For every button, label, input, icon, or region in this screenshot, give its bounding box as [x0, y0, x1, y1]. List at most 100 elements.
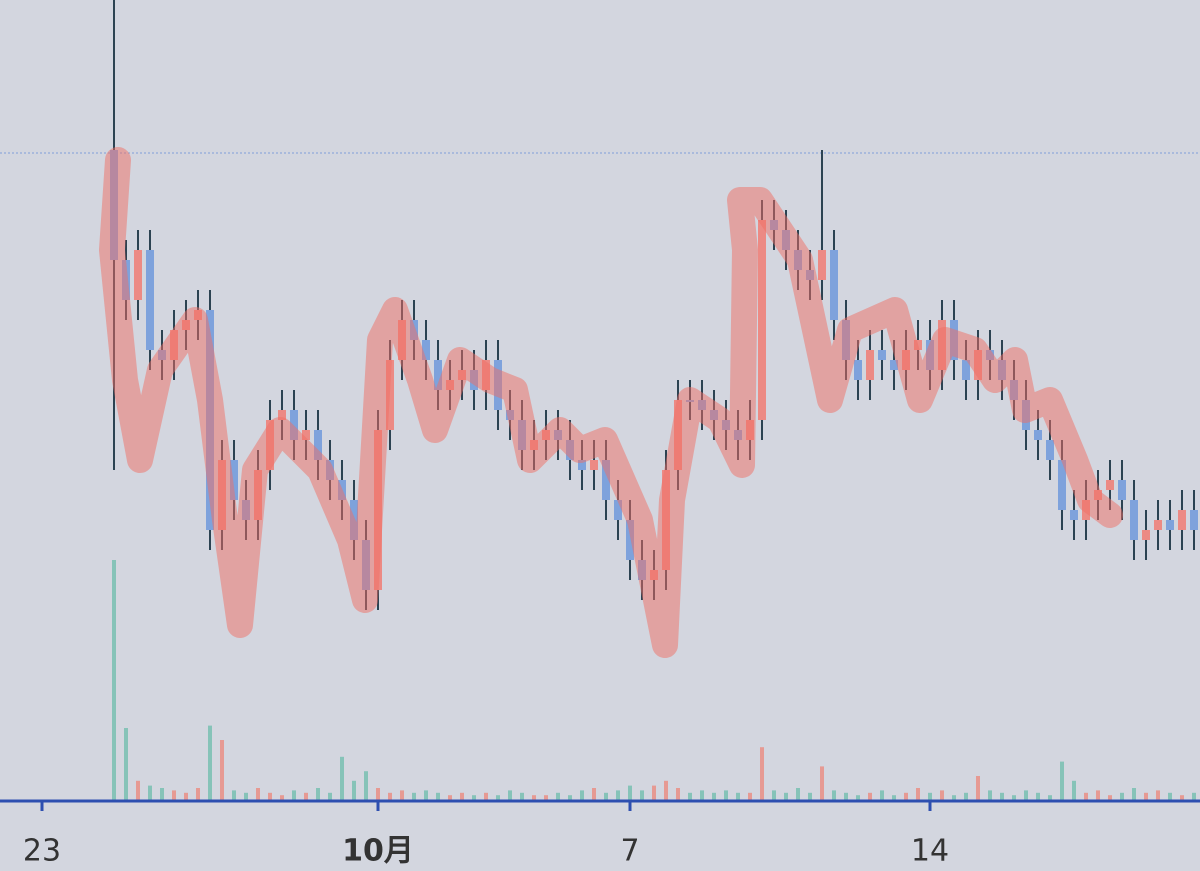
volume-bar	[1084, 792, 1088, 800]
volume-bar	[484, 792, 488, 800]
volume-bar	[892, 795, 896, 800]
volume-bar	[664, 780, 668, 800]
candle-body	[602, 460, 610, 500]
volume-bar	[460, 792, 464, 800]
volume-bar	[1024, 790, 1028, 800]
candle-body	[818, 250, 826, 280]
volume-bar	[976, 776, 980, 800]
candle-body	[1130, 500, 1138, 540]
candle-body	[1058, 460, 1066, 510]
volume-bar	[736, 792, 740, 800]
candle-body	[878, 350, 886, 360]
candle-body	[1106, 480, 1114, 490]
volume-bar	[592, 788, 596, 800]
volume-bar	[724, 790, 728, 800]
volume-bar	[508, 790, 512, 800]
volume-bar	[604, 792, 608, 800]
candle-body	[1046, 440, 1054, 460]
volume-bar	[916, 788, 920, 800]
volume-bar	[928, 792, 932, 800]
volume-bar	[376, 788, 380, 800]
candle-body	[1034, 430, 1042, 440]
volume-bar	[1096, 790, 1100, 800]
candle-body	[1154, 520, 1162, 530]
volume-bar	[568, 795, 572, 800]
volume-bar	[880, 790, 884, 800]
volume-bar	[520, 792, 524, 800]
candle-body	[314, 430, 322, 460]
candle-body	[302, 430, 310, 440]
volume-bar	[532, 795, 536, 800]
volume-bar	[1000, 792, 1004, 800]
volume-bar	[964, 792, 968, 800]
volume-bar	[952, 795, 956, 800]
volume-bar	[256, 788, 260, 800]
candle-body	[230, 460, 238, 500]
volume-bar	[988, 790, 992, 800]
volume-bar	[544, 795, 548, 800]
volume-bar	[496, 795, 500, 800]
volume-bar	[904, 792, 908, 800]
candle-body	[1190, 510, 1198, 530]
volume-bar	[748, 792, 752, 800]
volume-bar	[424, 790, 428, 800]
volume-bar	[268, 792, 272, 800]
candle-body	[1070, 510, 1078, 520]
volume-bar	[1048, 795, 1052, 800]
axis-layer: 23 10月 7 14	[23, 801, 949, 869]
volume-bar	[760, 747, 764, 800]
volume-bar	[112, 560, 116, 800]
volume-bar	[1036, 792, 1040, 800]
volume-bar	[412, 792, 416, 800]
volume-bar	[1132, 788, 1136, 800]
candle-body	[434, 360, 442, 390]
volume-bar	[1060, 761, 1064, 800]
highlight-stroke	[99, 147, 1123, 658]
volume-bar	[616, 790, 620, 800]
volume-bar	[700, 790, 704, 800]
x-tick-label: 23	[23, 834, 61, 869]
volume-bar	[1180, 795, 1184, 800]
candle-body	[854, 360, 862, 380]
volume-bar	[796, 788, 800, 800]
volume-bar	[688, 792, 692, 800]
candle-body	[590, 460, 598, 470]
candle-body	[146, 250, 154, 350]
candle-body	[386, 360, 394, 430]
volume-bar	[304, 792, 308, 800]
volume-bar	[784, 792, 788, 800]
volume-bar	[124, 728, 128, 800]
x-tick-label: 14	[911, 834, 949, 869]
candle-body	[1166, 520, 1174, 530]
x-tick-label: 10月	[342, 834, 414, 869]
volume-bar	[832, 790, 836, 800]
volume-bar	[1168, 792, 1172, 800]
candle-body	[962, 360, 970, 380]
candle-body	[830, 250, 838, 320]
volume-bar	[292, 790, 296, 800]
candle-body	[1118, 480, 1126, 500]
candle-body	[290, 410, 298, 440]
volume-bar	[136, 780, 140, 800]
volume-bar	[244, 792, 248, 800]
volume-bar	[172, 790, 176, 800]
volume-bar	[316, 788, 320, 800]
volume-bar	[184, 792, 188, 800]
volume-bar	[676, 788, 680, 800]
volume-bar	[1156, 790, 1160, 800]
candle-body	[578, 460, 586, 470]
volume-layer	[112, 560, 1196, 800]
volume-bar	[352, 780, 356, 800]
volume-bar	[436, 792, 440, 800]
volume-bar	[232, 790, 236, 800]
volume-bar	[1192, 792, 1196, 800]
volume-bar	[808, 792, 812, 800]
volume-bar	[1120, 792, 1124, 800]
candle-body	[278, 410, 286, 420]
volume-bar	[556, 792, 560, 800]
volume-bar	[328, 792, 332, 800]
volume-bar	[820, 766, 824, 800]
volume-bar	[280, 795, 284, 800]
volume-bar	[652, 785, 656, 800]
